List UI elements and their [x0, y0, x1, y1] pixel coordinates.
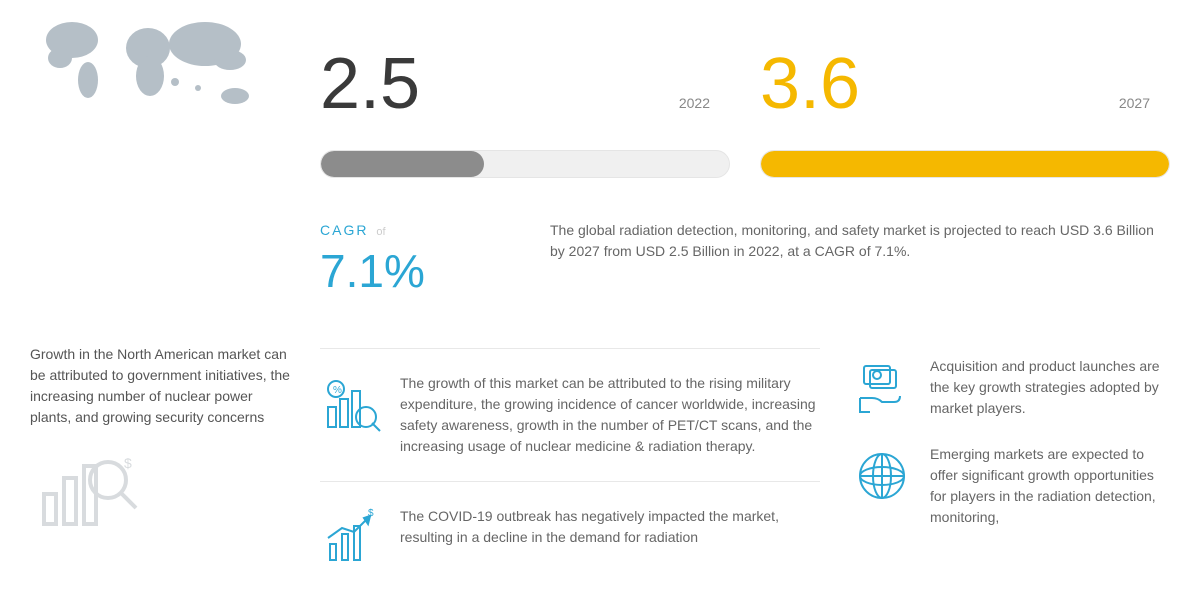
growth-drivers-blurb: The growth of this market can be attribu… — [400, 373, 820, 457]
strategies-blurb: Acquisition and product launches are the… — [930, 356, 1170, 419]
svg-text:$: $ — [124, 455, 132, 471]
metric-right-value: 3.6 — [760, 56, 860, 114]
cagr-value: 7.1% — [320, 237, 520, 306]
trend-chart-icon: $ — [320, 506, 384, 570]
metric-left-value: 2.5 — [320, 56, 420, 114]
cagr-label: CAGR — [320, 222, 368, 238]
money-hand-icon — [850, 356, 914, 420]
metric-right-year: 2027 — [1119, 93, 1170, 114]
globe-icon — [850, 444, 914, 508]
cagr-description: The global radiation detection, monitori… — [550, 220, 1170, 262]
svg-text:$: $ — [368, 508, 374, 519]
world-map-icon — [30, 10, 270, 120]
divider — [320, 481, 820, 482]
divider — [320, 348, 820, 349]
emerging-markets-blurb: Emerging markets are expected to offer s… — [930, 444, 1170, 528]
metric-left-year: 2022 — [679, 93, 730, 114]
progress-bar-left — [320, 150, 730, 178]
bar-magnifier-icon: $ — [30, 448, 150, 538]
covid-blurb: The COVID-19 outbreak has negatively imp… — [400, 506, 820, 548]
progress-bar-right — [760, 150, 1170, 178]
svg-text:%: % — [333, 385, 342, 396]
north-america-blurb: Growth in the North American market can … — [30, 344, 290, 428]
market-chart-icon: % — [320, 373, 384, 437]
